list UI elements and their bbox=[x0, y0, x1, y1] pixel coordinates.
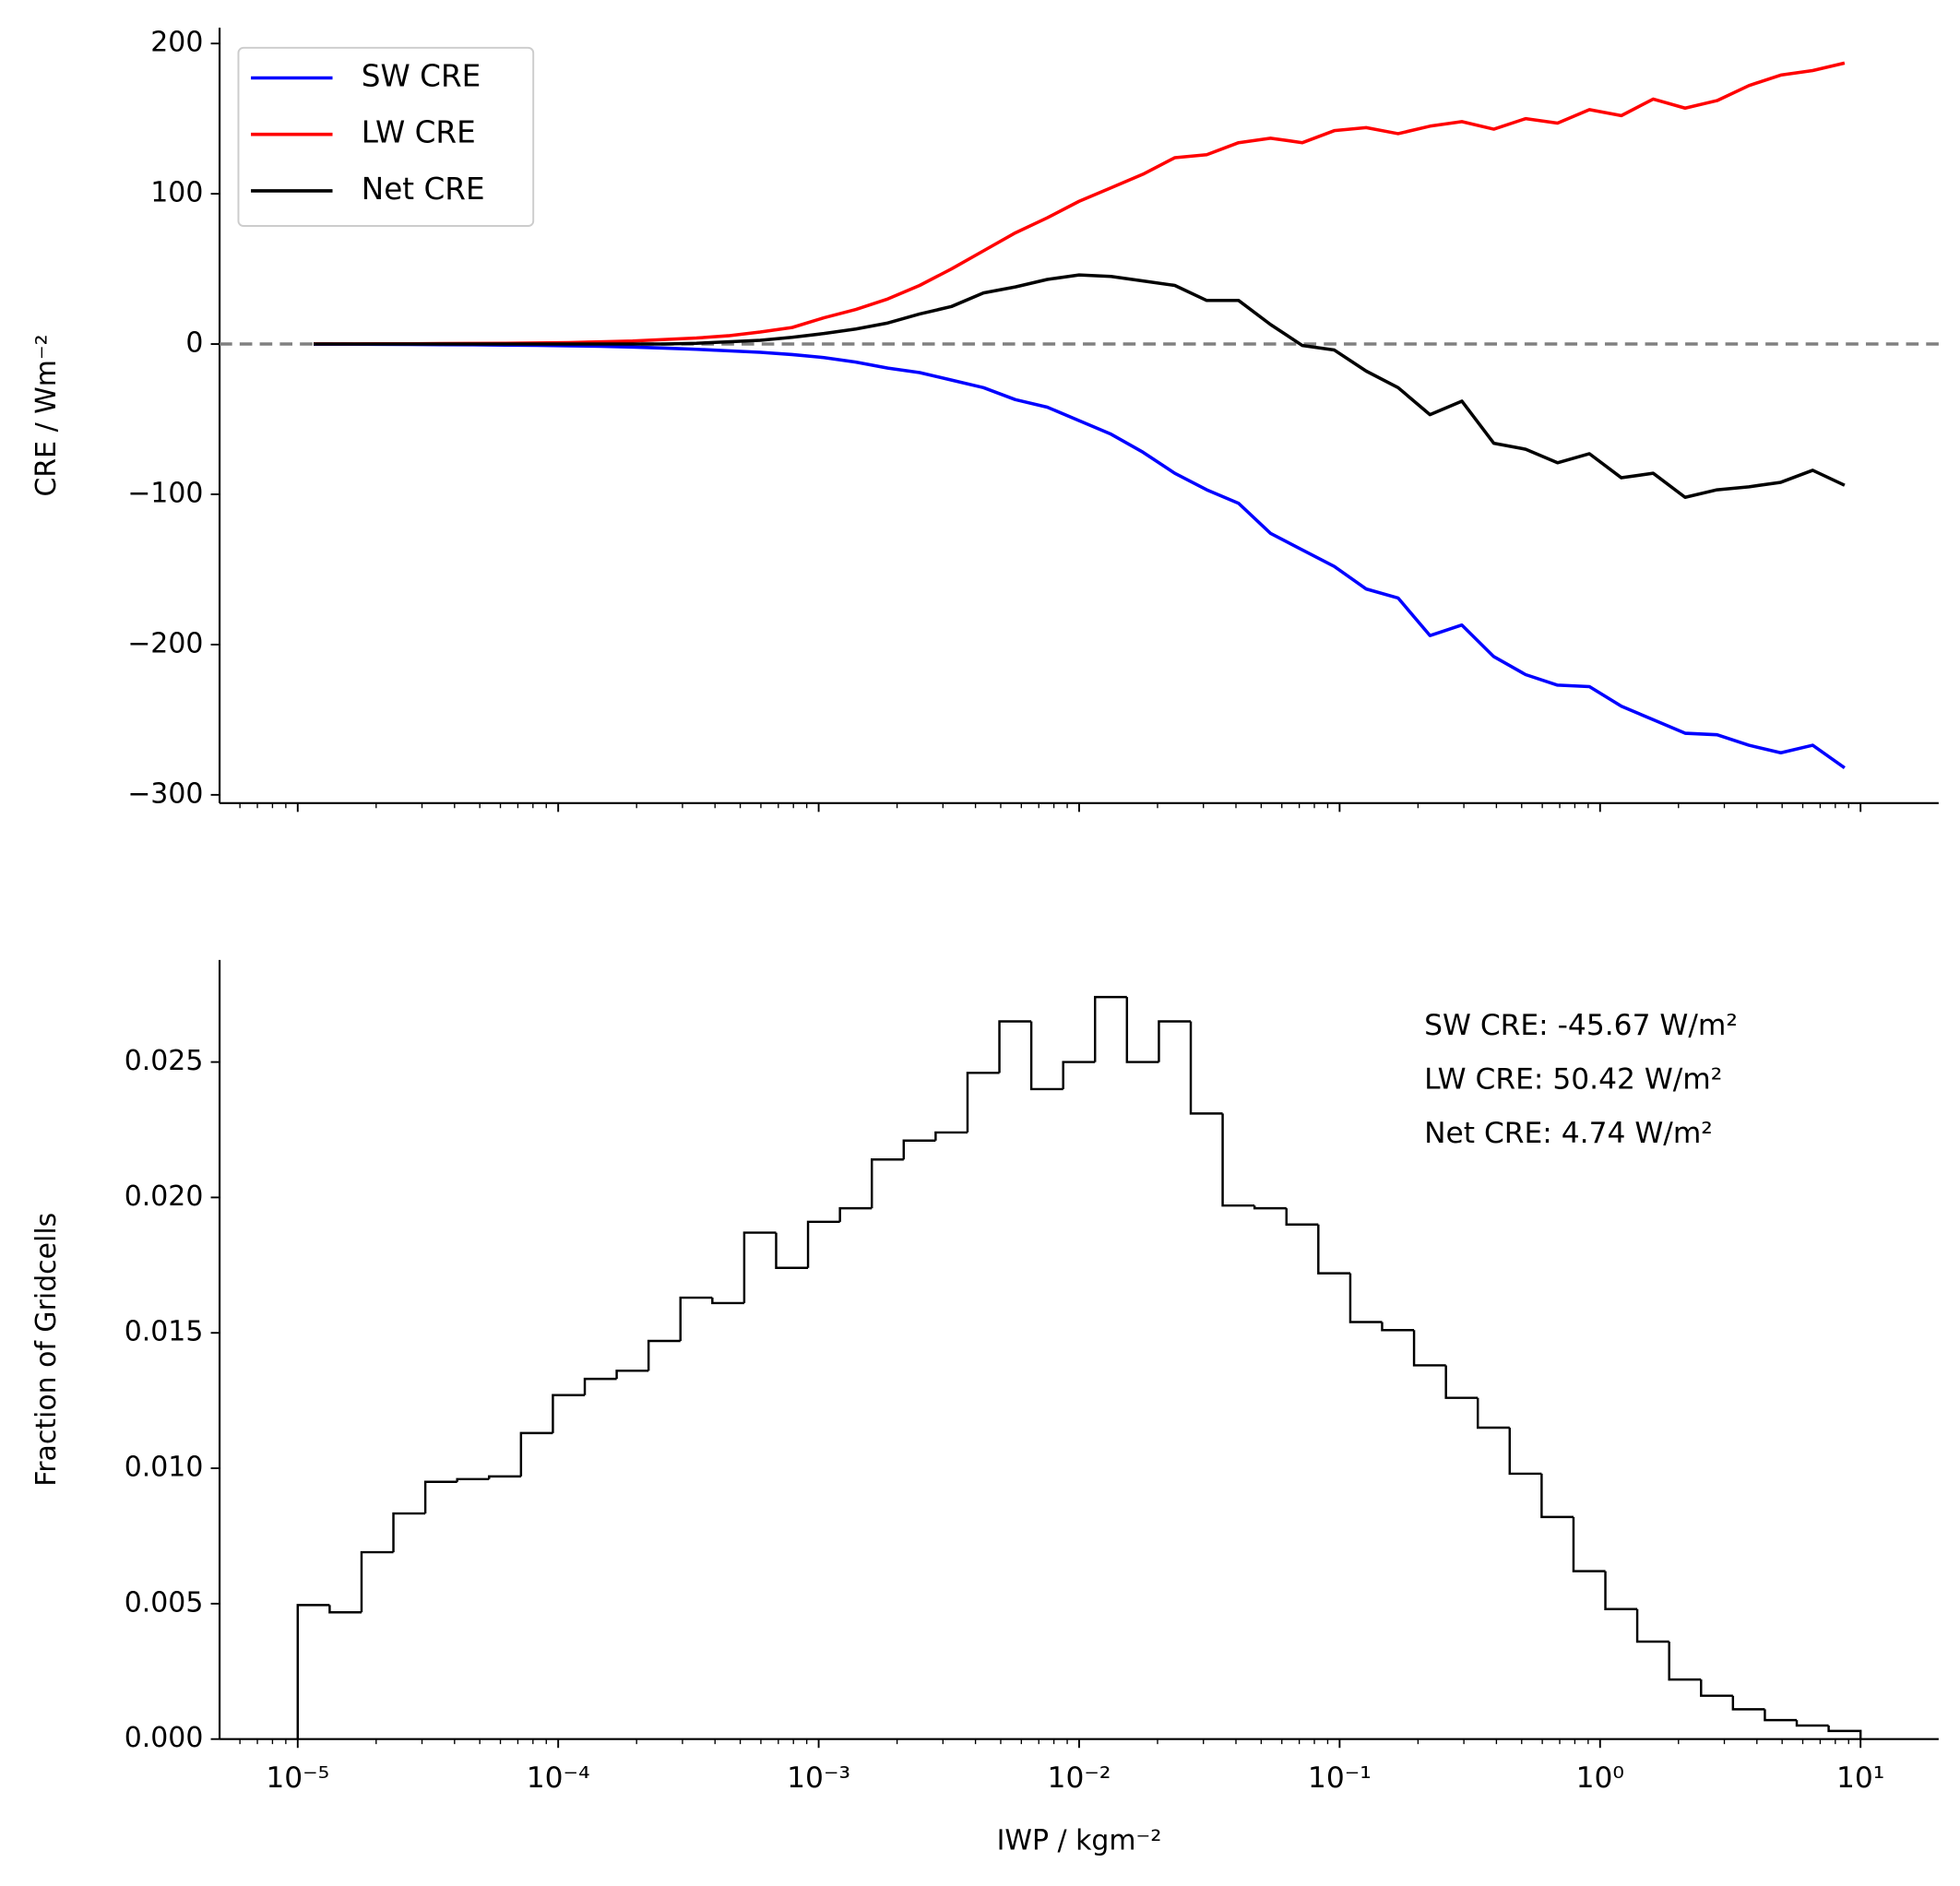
histogram-bin bbox=[838, 1206, 873, 1222]
histogram-bin bbox=[392, 1512, 426, 1553]
histogram-bin bbox=[1731, 1695, 1765, 1711]
x-tick-label: 10⁻² bbox=[1048, 1761, 1111, 1795]
y-tick-label: −200 bbox=[127, 627, 203, 659]
histogram-bin bbox=[966, 1072, 1000, 1133]
histogram-bin bbox=[1604, 1571, 1638, 1610]
y-tick-label: 100 bbox=[150, 177, 203, 209]
histogram-bin bbox=[1764, 1709, 1798, 1722]
histogram-bin bbox=[1508, 1427, 1542, 1476]
legend-label: SW CRE bbox=[362, 58, 481, 93]
histogram-bin bbox=[519, 1431, 553, 1477]
y-tick-label: 0.005 bbox=[125, 1586, 204, 1619]
series-line bbox=[314, 61, 1846, 346]
y-axis-label: CRE / Wm⁻² bbox=[30, 334, 63, 496]
legend-box bbox=[237, 46, 535, 227]
legend-label: LW CRE bbox=[362, 115, 476, 150]
histogram-bin bbox=[583, 1377, 617, 1395]
y-tick-label: 0.025 bbox=[125, 1045, 204, 1077]
histogram-bin bbox=[1635, 1608, 1669, 1643]
histogram-bin bbox=[1125, 997, 1159, 1063]
histogram-bin bbox=[1158, 1020, 1192, 1062]
histogram-bin bbox=[1348, 1273, 1383, 1323]
histogram-bin bbox=[1476, 1397, 1510, 1429]
histogram-bin bbox=[296, 1604, 330, 1739]
histogram-bin bbox=[1444, 1365, 1479, 1399]
x-tick-label: 10⁻³ bbox=[787, 1761, 850, 1795]
x-tick-label: 10⁰ bbox=[1576, 1761, 1624, 1795]
histogram-bin bbox=[1668, 1641, 1702, 1681]
histogram-bin bbox=[1412, 1330, 1446, 1367]
y-axis-label: Fraction of Gridcells bbox=[30, 1213, 63, 1487]
histogram-bin bbox=[679, 1296, 713, 1342]
histogram-bin bbox=[1029, 1021, 1063, 1091]
histogram-bin bbox=[456, 1477, 490, 1482]
y-tick-label: 0 bbox=[185, 327, 203, 360]
histogram-bin bbox=[1317, 1224, 1350, 1275]
histogram-bin bbox=[647, 1339, 681, 1371]
x-tick-label: 10⁻¹ bbox=[1308, 1761, 1372, 1795]
series-line bbox=[314, 273, 1846, 500]
histogram-bin bbox=[806, 1220, 840, 1268]
y-tick-label: 0.010 bbox=[125, 1452, 204, 1484]
histogram-bin bbox=[1285, 1208, 1319, 1226]
histogram-bin bbox=[1795, 1720, 1829, 1727]
histogram-bin bbox=[1221, 1113, 1255, 1207]
y-tick-label: 0.015 bbox=[125, 1316, 204, 1348]
y-tick-label: 0.000 bbox=[125, 1722, 204, 1754]
y-tick-label: 200 bbox=[150, 27, 203, 59]
histogram-bin bbox=[742, 1231, 777, 1303]
x-tick-label: 10¹ bbox=[1836, 1761, 1884, 1795]
histogram-bin bbox=[934, 1131, 968, 1141]
histogram-bin bbox=[615, 1370, 649, 1380]
histogram-bin bbox=[488, 1475, 521, 1479]
histogram-bin bbox=[328, 1605, 362, 1614]
histogram-bin bbox=[1062, 1061, 1096, 1089]
histogram-bin bbox=[998, 1020, 1032, 1073]
histogram-bin bbox=[360, 1550, 394, 1613]
histogram-bin bbox=[1572, 1516, 1606, 1572]
histogram-bin bbox=[423, 1480, 457, 1514]
histogram-bin bbox=[902, 1139, 936, 1160]
histogram-bin bbox=[1827, 1726, 1862, 1739]
x-axis-label: IWP / kgm⁻² bbox=[997, 1825, 1162, 1857]
annotation: Net CRE: 4.74 W/m² bbox=[1424, 1117, 1713, 1150]
legend: SW CRE LW CRE Net CRE bbox=[237, 46, 535, 227]
y-tick-label: 0.020 bbox=[125, 1180, 204, 1213]
histogram-bin bbox=[1700, 1679, 1733, 1697]
histogram-bin bbox=[1094, 995, 1127, 1062]
y-tick-label: −300 bbox=[127, 777, 203, 810]
histogram-bin bbox=[1381, 1322, 1415, 1332]
annotation: LW CRE: 50.42 W/m² bbox=[1424, 1062, 1722, 1096]
histogram-bin bbox=[1253, 1205, 1287, 1210]
legend-label: Net CRE bbox=[362, 172, 485, 207]
x-tick-label: 10⁻⁴ bbox=[527, 1761, 590, 1795]
x-tick-label: 10⁻⁵ bbox=[266, 1761, 329, 1795]
annotation: SW CRE: -45.67 W/m² bbox=[1424, 1009, 1738, 1042]
histogram-bin bbox=[1189, 1021, 1223, 1115]
histogram-bin bbox=[711, 1298, 744, 1305]
series-line bbox=[314, 342, 1846, 769]
histogram-bin bbox=[1540, 1473, 1574, 1519]
histogram-bin bbox=[775, 1232, 809, 1269]
histogram-bin bbox=[552, 1394, 586, 1433]
y-tick-label: −100 bbox=[127, 477, 203, 509]
histogram-bin bbox=[871, 1158, 904, 1209]
